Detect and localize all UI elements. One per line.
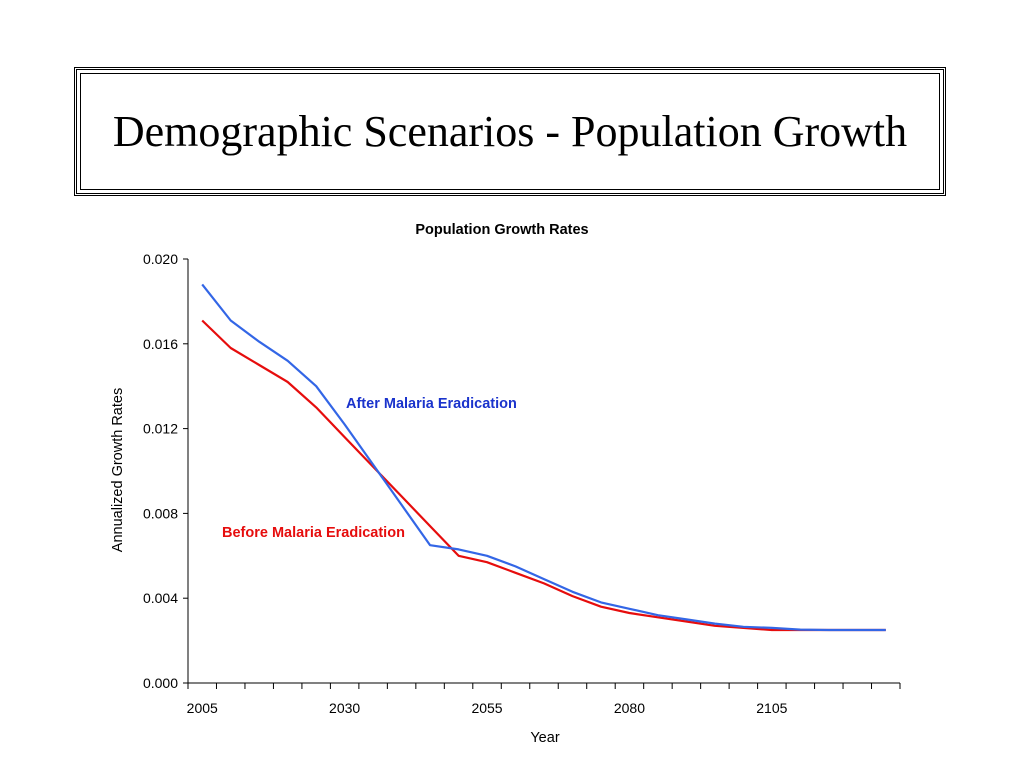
chart-title: Population Growth Rates — [415, 222, 588, 238]
slide-title: Demographic Scenarios - Population Growt… — [112, 107, 908, 156]
y-tick-label: 0.020 — [143, 251, 178, 267]
x-axis-label: Year — [530, 730, 559, 746]
slide-title-box: Demographic Scenarios - Population Growt… — [74, 67, 946, 196]
series-line-before — [201, 319, 886, 632]
series-label-before: Before Malaria Eradication — [222, 525, 405, 541]
slide-title-box-inner-border — [80, 73, 940, 190]
series-label-after: After Malaria Eradication — [346, 396, 517, 412]
chart-series — [201, 283, 886, 632]
x-tick-label: 2080 — [614, 700, 645, 716]
chart-ticks: 0.000 0.004 0.008 0.012 0.016 0.020 2005 2030 20… — [143, 251, 901, 716]
x-tick-label: 2105 — [756, 700, 787, 716]
series-line-after — [201, 283, 886, 632]
y-axis-label: Annualized Growth Rates — [110, 388, 126, 552]
y-tick-label: 0.012 — [143, 421, 178, 437]
x-tick-label: 2005 — [187, 700, 218, 716]
y-tick-label: 0.016 — [143, 336, 178, 352]
y-tick-label: 0.008 — [143, 505, 178, 521]
y-tick-label: 0.000 — [143, 675, 178, 691]
x-tick-label: 2055 — [471, 700, 502, 716]
y-tick-label: 0.004 — [143, 590, 178, 606]
x-tick-label: 2030 — [329, 700, 360, 716]
chart-axes — [187, 259, 900, 684]
